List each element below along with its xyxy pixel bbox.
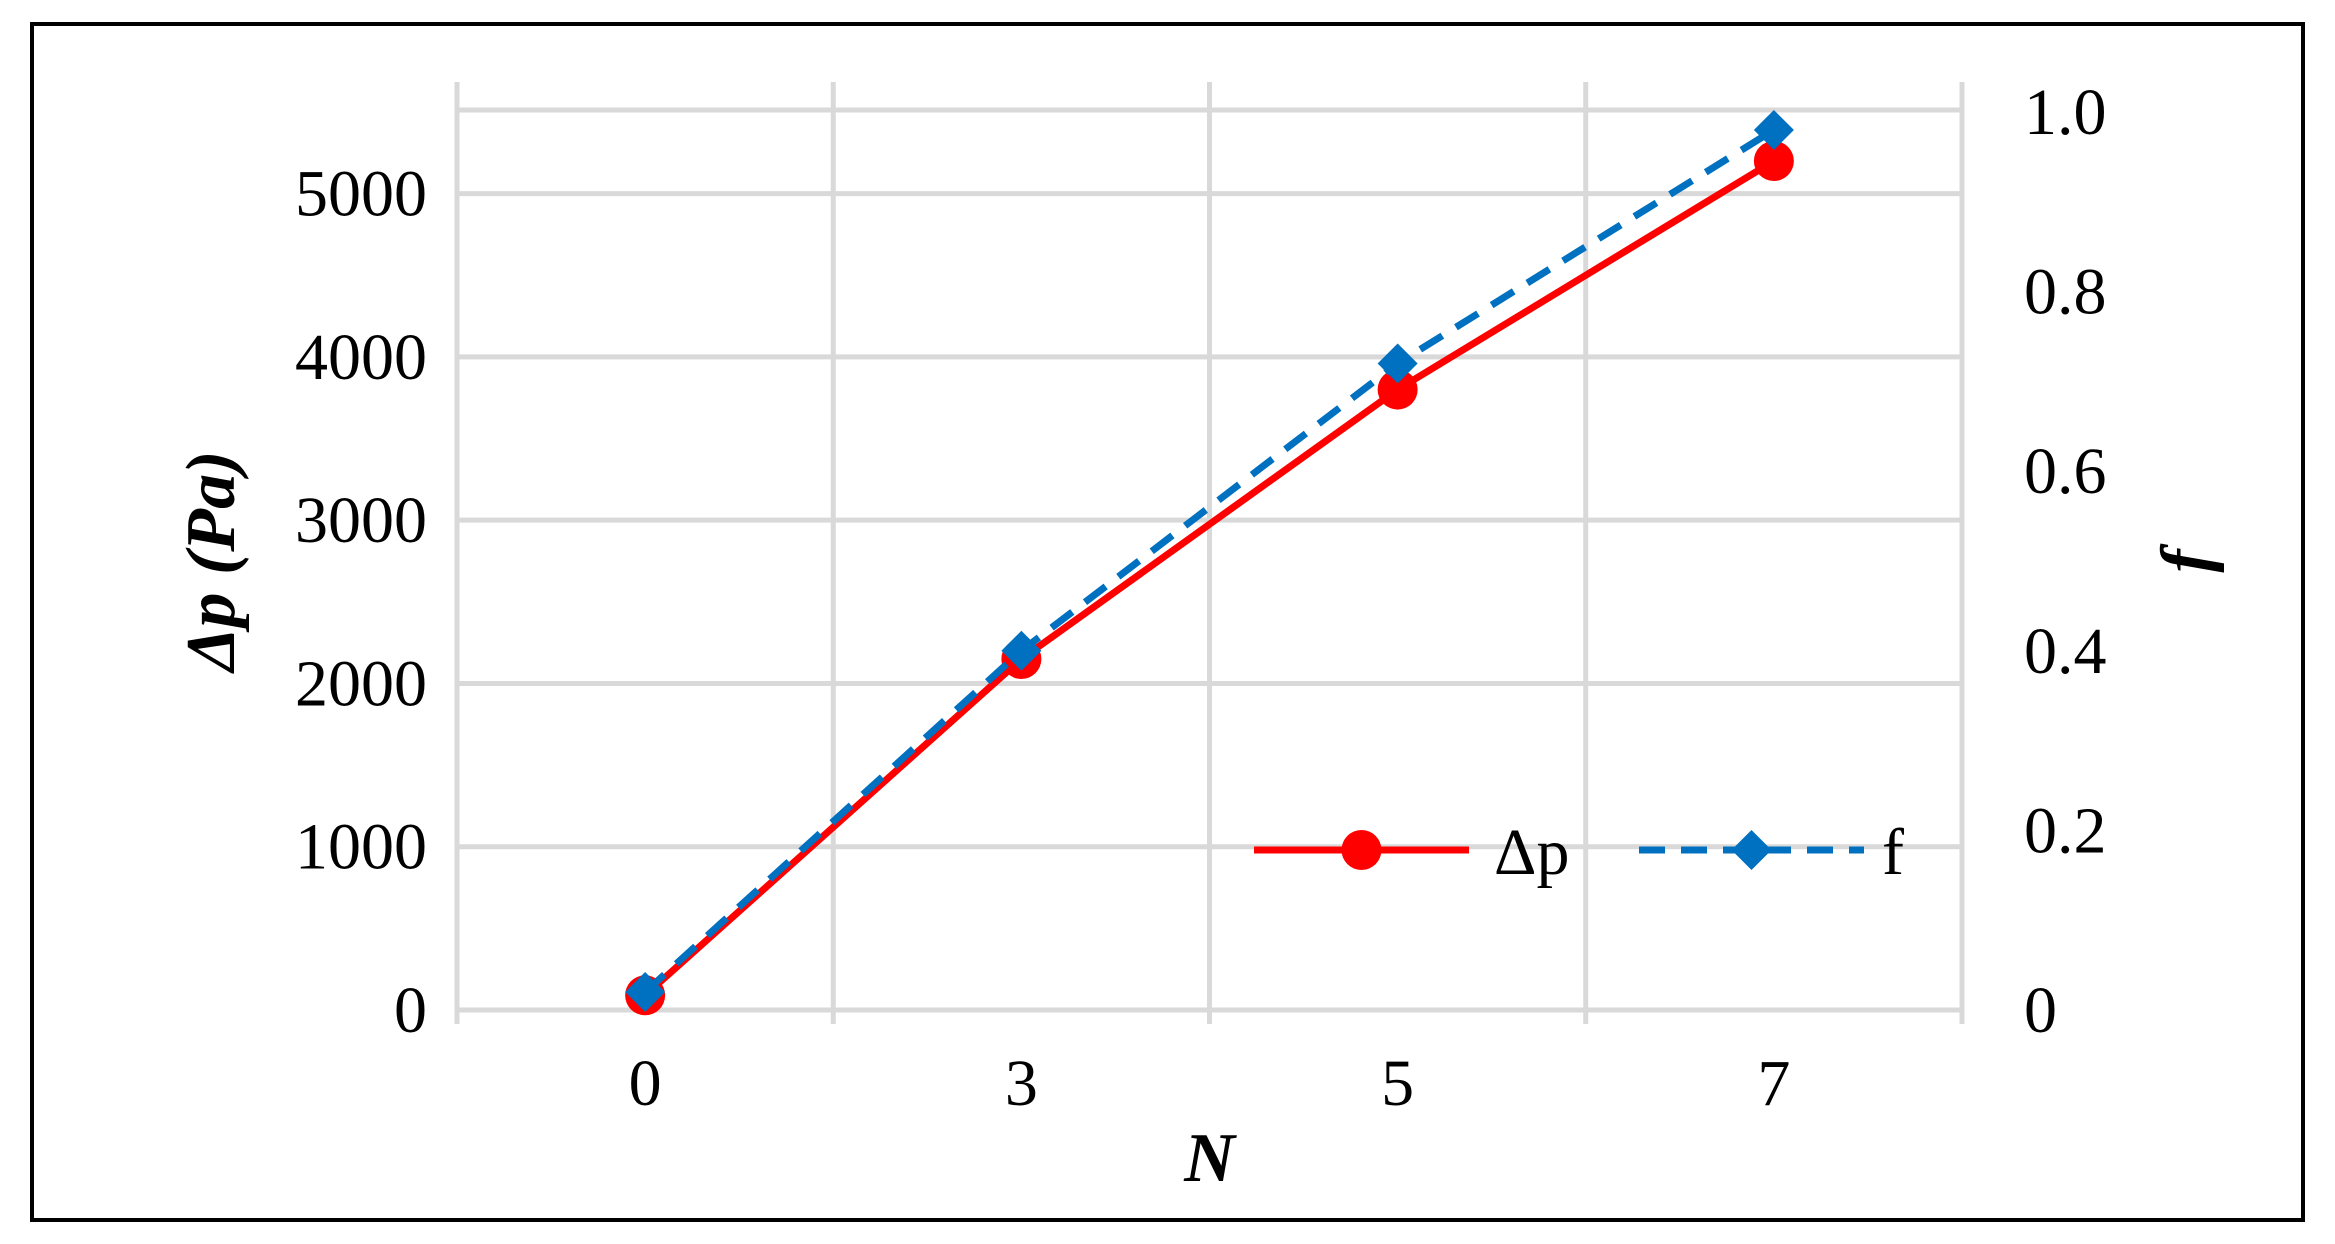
legend-item: f	[1639, 816, 1904, 889]
series-f	[625, 109, 1794, 1013]
data-point-circle	[1377, 369, 1418, 410]
legend-marker-diamond	[1731, 830, 1772, 870]
x-axis-title: N	[1183, 1120, 1237, 1197]
legend: Δp f	[1254, 816, 1904, 889]
data-point-diamond	[1753, 109, 1794, 150]
y-right-tick-label: 1.0	[2024, 76, 2107, 149]
data-point-diamond	[1377, 343, 1418, 384]
series-group	[625, 109, 1794, 1016]
line-chart: 0 1000 2000 3000 4000 5000 0 3 5 7 0 0.2 0.4 0.6 0.8 1.…	[173, 76, 2225, 1197]
legend-label: f	[1882, 816, 1904, 889]
series-line	[642, 126, 1776, 995]
series-line	[642, 157, 1776, 998]
data-point-diamond	[1001, 630, 1042, 671]
chart-frame: 0 1000 2000 3000 4000 5000 0 3 5 7 0 0.2 0.4 0.6 0.8 1.…	[30, 22, 2305, 1222]
y-axis-right-title: f	[2148, 543, 2225, 573]
y-right-tick-label: 0.2	[2024, 794, 2107, 867]
tick-labels: 0 1000 2000 3000 4000 5000 0 3 5 7 0 0.2 0.4 0.6 0.8 1.…	[295, 76, 2107, 1120]
data-point-diamond	[625, 972, 666, 1013]
x-tick-label: 7	[1757, 1047, 1790, 1120]
y-right-tick-label: 0	[2024, 974, 2057, 1047]
x-tick-label: 3	[1005, 1047, 1038, 1120]
legend-label: Δp	[1494, 816, 1569, 889]
legend-marker-circle	[1341, 830, 1382, 870]
y-right-tick-label: 0.6	[2024, 435, 2107, 508]
y-right-tick-label: 0.8	[2024, 256, 2107, 329]
y-left-tick-label: 5000	[295, 158, 427, 231]
y-left-tick-label: 2000	[295, 647, 427, 720]
y-right-tick-label: 0.4	[2024, 615, 2107, 688]
y-left-tick-label: 0	[394, 974, 427, 1047]
x-tick-label: 5	[1381, 1047, 1414, 1120]
y-left-tick-label: 4000	[295, 321, 427, 394]
x-tick-label: 0	[629, 1047, 662, 1120]
y-left-tick-label: 3000	[295, 484, 427, 557]
y-axis-left-title: Δp (Pa)	[173, 451, 250, 675]
data-point-circle	[1753, 140, 1794, 181]
y-left-tick-label: 1000	[295, 811, 427, 884]
grid-lines	[454, 82, 1965, 1024]
legend-item: Δp	[1254, 816, 1569, 889]
